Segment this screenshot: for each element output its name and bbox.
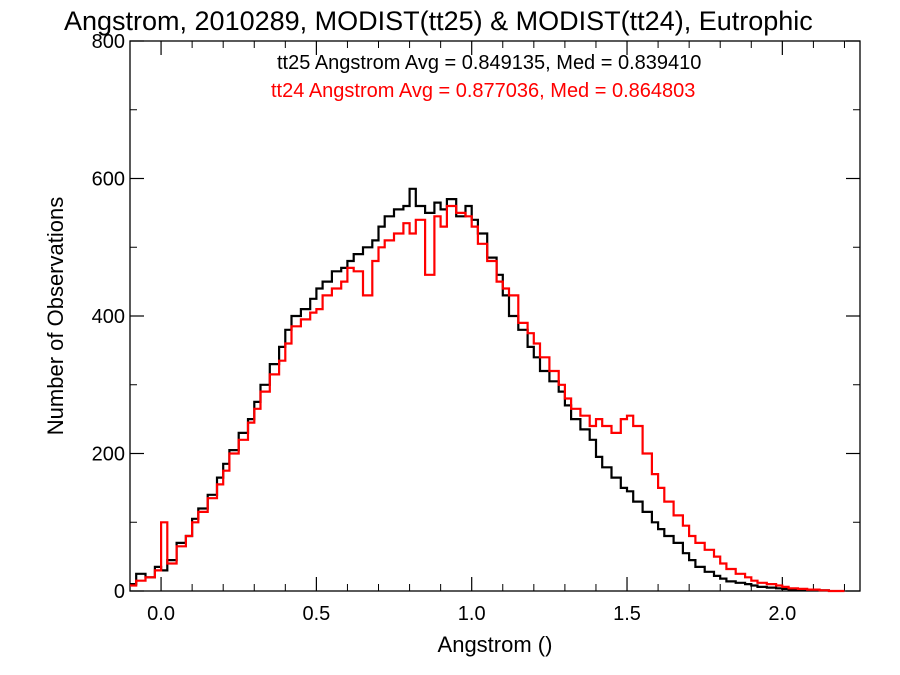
annotation-tt25: tt25 Angstrom Avg = 0.849135, Med = 0.83… (277, 52, 701, 74)
axis-ticks: 0.0 0.5 1.0 1.5 2.0 0 200 400 600 800 (92, 31, 860, 625)
series-line-0 (130, 187, 830, 592)
plot-frame (129, 40, 861, 592)
y-tick-label: 0 (114, 581, 125, 603)
y-axis-label: Number of Observations (43, 197, 68, 435)
x-tick-label: 0.0 (147, 603, 175, 625)
series-layer (130, 187, 845, 593)
y-tick-label: 200 (92, 444, 125, 466)
y-tick-label: 400 (92, 306, 125, 328)
annotation-tt24: tt24 Angstrom Avg = 0.877036, Med = 0.86… (271, 80, 695, 102)
y-tick-label: 800 (92, 31, 125, 53)
x-tick-label: 1.5 (613, 603, 641, 625)
x-tick-label: 2.0 (768, 603, 796, 625)
chart-title: Angstrom, 2010289, MODIST(tt25) & MODIST… (64, 6, 813, 36)
x-tick-label: 1.0 (458, 603, 486, 625)
y-tick-label: 600 (92, 169, 125, 191)
series-line-1 (130, 204, 845, 593)
x-axis-label: Angstrom () (438, 632, 553, 657)
x-tick-label: 0.5 (302, 603, 330, 625)
